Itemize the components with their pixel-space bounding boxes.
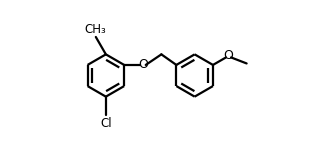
Text: O: O [138,58,148,71]
Text: O: O [224,49,234,63]
Text: Cl: Cl [100,117,112,130]
Text: CH₃: CH₃ [84,23,106,36]
